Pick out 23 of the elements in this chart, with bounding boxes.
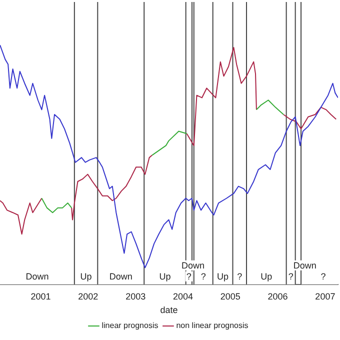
- band-label: ?: [237, 271, 242, 282]
- band-label: ?: [288, 271, 294, 282]
- x-axis-title: date: [160, 305, 178, 316]
- band-label: Down: [109, 271, 132, 282]
- legend-label: non linear prognosis: [176, 321, 248, 330]
- x-tick-label: 2006: [268, 291, 288, 302]
- band-label: Down: [26, 271, 49, 282]
- x-tick-label: 2003: [126, 291, 146, 302]
- x-tick-label: 2002: [78, 291, 98, 302]
- band-label: Up: [217, 271, 229, 282]
- band-label: Down: [293, 260, 316, 270]
- band-label: ?: [186, 271, 192, 282]
- band-label: Down: [181, 260, 204, 270]
- x-tick-label: 2001: [30, 291, 51, 302]
- band-label: ?: [320, 271, 326, 282]
- band-label: Up: [260, 271, 272, 282]
- legend-label: linear prognosis: [102, 321, 158, 330]
- x-tick-label: 2005: [220, 291, 240, 302]
- band-label: Up: [80, 271, 92, 282]
- x-tick-label: 2004: [172, 291, 193, 302]
- x-tick-label: 2007: [315, 291, 336, 302]
- band-label: Up: [159, 271, 171, 282]
- band-label: ?: [200, 271, 206, 282]
